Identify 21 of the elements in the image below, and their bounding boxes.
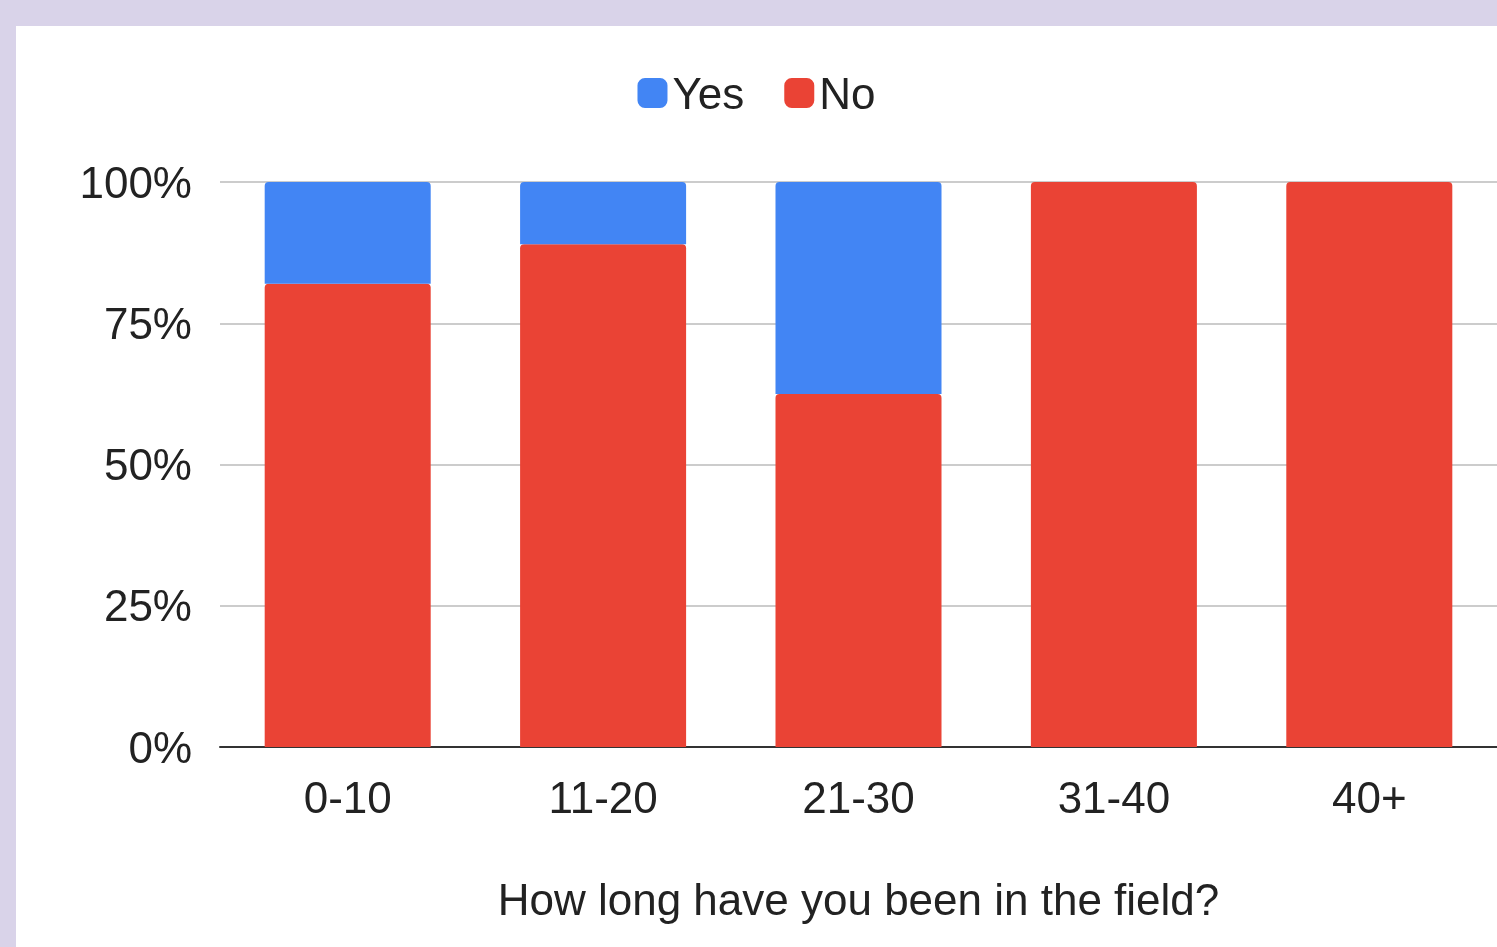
bar [1286,182,1453,747]
legend-label: Yes [672,68,745,118]
bar [520,244,687,747]
bar [775,393,942,747]
x-tick-label: 21-30 [802,772,915,822]
x-tick-label: 0-10 [303,772,392,822]
bar [775,182,942,394]
legend-label: No [819,68,876,118]
bar [264,283,431,747]
x-axis-title: How long have you been in the field? [497,874,1220,924]
y-tick-label: 50% [103,440,192,489]
bar [264,182,431,284]
x-tick-label: 31-40 [1057,772,1171,822]
y-tick-label: 75% [103,298,192,348]
y-tick-label: 0% [128,722,192,772]
y-tick-label: 25% [103,581,192,631]
x-tick-label: 11-20 [548,772,658,822]
bar [520,182,687,245]
x-tick-label: 40+ [1331,772,1407,822]
y-tick-label: 100% [79,157,192,207]
bar [1030,182,1197,747]
